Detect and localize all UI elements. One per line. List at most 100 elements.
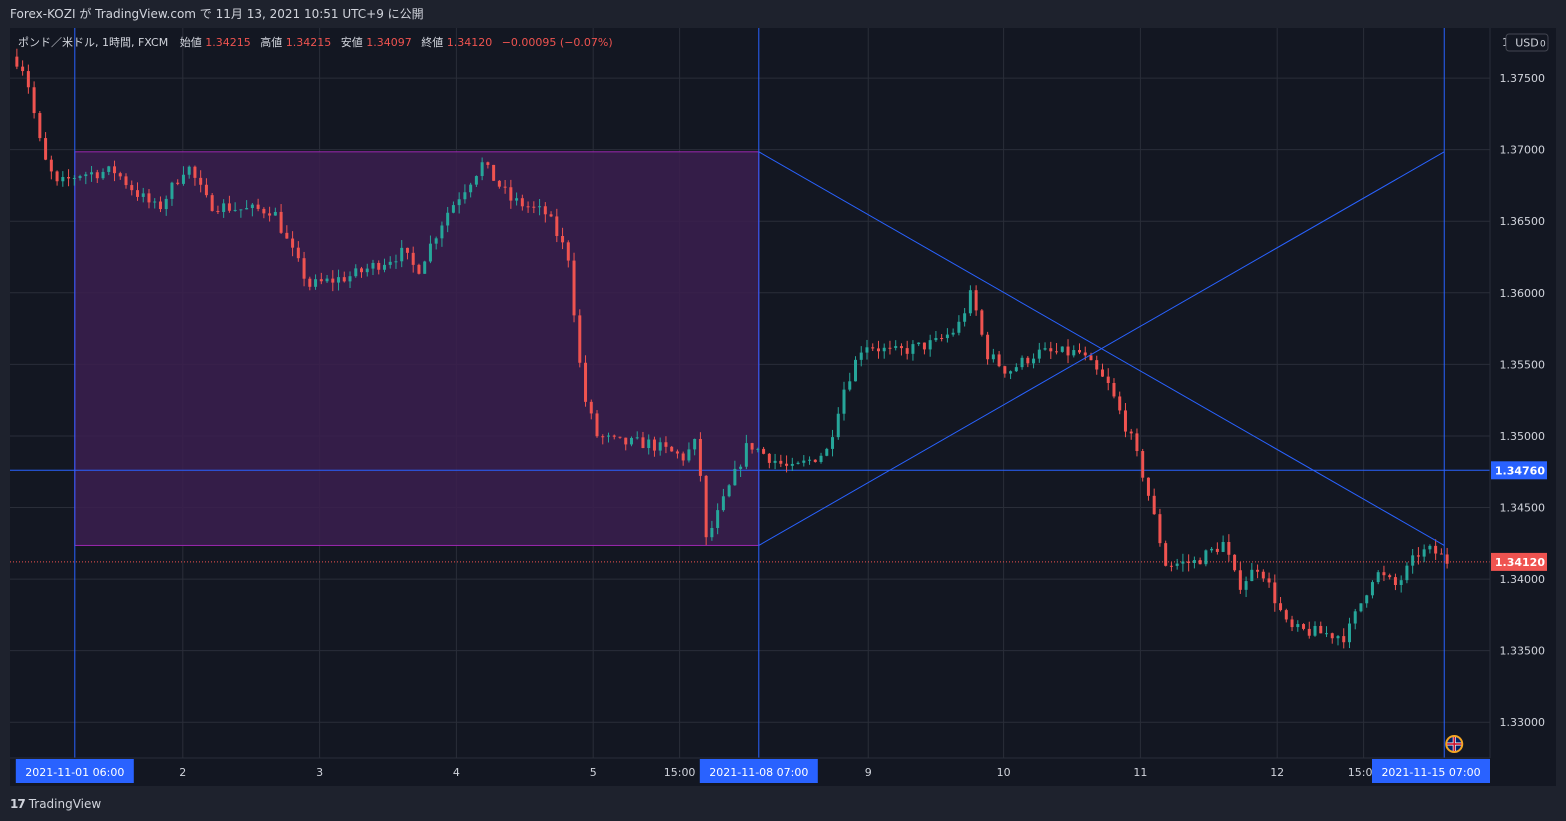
- candle-body: [922, 342, 926, 350]
- candle-body: [1003, 366, 1007, 374]
- price-chart[interactable]: 1.33000 1.33500 1.34000 1.34500 1.35000 1.355…: [10, 28, 1556, 786]
- candle-body: [750, 443, 754, 450]
- publish-text: Forex-KOZI が TradingView.com で 11月 13, 2…: [10, 7, 424, 21]
- candle-body: [1416, 555, 1420, 557]
- candle-body: [1037, 349, 1041, 359]
- candle-body: [296, 247, 300, 259]
- candle-body: [1313, 625, 1317, 636]
- candle-body: [1078, 350, 1082, 353]
- candle-body: [1376, 572, 1380, 583]
- candle-body: [1026, 357, 1030, 364]
- candle-body: [486, 162, 490, 165]
- time-axis[interactable]: 2 3 4 5 15:00 9 10 11 12 15:00 2021-11-01 06:00 202…: [15, 759, 1490, 783]
- candle-body: [371, 262, 375, 269]
- candle-body: [670, 446, 674, 452]
- candle-body: [716, 510, 720, 528]
- candle-body: [469, 184, 473, 193]
- candle-body: [354, 268, 358, 277]
- candle-body: [532, 206, 536, 208]
- candle-body: [1014, 367, 1018, 372]
- candle-body: [1428, 545, 1432, 550]
- candle-body: [853, 359, 857, 382]
- candle-body: [451, 205, 455, 213]
- legend-symbol: ポンド／米ドル, 1時間, FXCM: [18, 36, 168, 49]
- candle-body: [733, 468, 737, 486]
- candle-body: [1032, 358, 1036, 364]
- price-tick-label: 1.33000: [1500, 716, 1546, 729]
- candle-body: [629, 437, 633, 445]
- vertical-lines[interactable]: [74, 28, 1445, 758]
- candle-body: [802, 460, 806, 463]
- candle-body: [664, 442, 668, 447]
- candle-body: [681, 453, 685, 461]
- candle-body: [1307, 628, 1311, 636]
- candle-body: [825, 448, 829, 456]
- candle-body: [153, 201, 157, 203]
- time-tick-label: 10: [997, 766, 1011, 779]
- candle-body: [561, 236, 565, 243]
- candle-body: [78, 176, 82, 179]
- candle-body: [233, 209, 237, 211]
- candle-body: [1129, 431, 1133, 434]
- time-highlight-label: 2021-11-01 06:00: [25, 766, 124, 779]
- trend-lines[interactable]: [758, 151, 1445, 546]
- candle-body: [1370, 582, 1374, 596]
- currency-button[interactable]: USD 0: [1505, 33, 1549, 52]
- footer-brand[interactable]: TradingView: [28, 796, 102, 811]
- candle-body: [1353, 611, 1357, 624]
- candle-body: [279, 211, 283, 233]
- candle-body: [1382, 572, 1386, 576]
- candle-body: [1221, 542, 1225, 552]
- time-tick-label: 4: [453, 766, 460, 779]
- candle-body: [423, 261, 427, 274]
- candle-body: [1267, 578, 1271, 583]
- candle-body: [135, 190, 139, 197]
- candle-body: [417, 264, 421, 274]
- candle-body: [945, 334, 949, 339]
- candle-body: [21, 66, 25, 72]
- tradingview-logo-icon[interactable]: 17: [10, 796, 26, 811]
- candles: [15, 48, 1449, 649]
- candle-body: [394, 261, 398, 263]
- candle-body: [1296, 624, 1300, 628]
- currency-label[interactable]: USD: [1515, 37, 1539, 50]
- price-axis-bg: [1490, 28, 1556, 786]
- candle-body: [1089, 355, 1093, 361]
- candle-body: [974, 290, 978, 311]
- candle-body: [882, 347, 886, 352]
- price-axis[interactable]: 1.33000 1.33500 1.34000 1.34500 1.35000 1.355…: [1491, 36, 1547, 729]
- candle-body: [865, 347, 869, 353]
- price-tick-label: 1.37000: [1500, 144, 1546, 157]
- candle-body: [601, 436, 605, 438]
- candle-body: [538, 206, 542, 208]
- candle-body: [779, 460, 783, 464]
- candle-body: [55, 171, 59, 182]
- candle-body: [72, 178, 76, 180]
- candle-body: [888, 347, 892, 349]
- horizontal-line-price-label: 1.34760: [1495, 464, 1545, 477]
- candle-body: [767, 453, 771, 463]
- chart-area[interactable]: 1.33000 1.33500 1.34000 1.34500 1.35000 1.355…: [10, 28, 1556, 786]
- candle-body: [44, 138, 48, 160]
- candle-body: [1187, 561, 1191, 563]
- candle-body: [463, 192, 467, 200]
- range-box[interactable]: [74, 151, 760, 546]
- legend-low-value: 1.34097: [366, 36, 412, 49]
- candle-body: [831, 437, 835, 449]
- price-tick-label: 1.34500: [1500, 502, 1546, 515]
- candle-body: [641, 437, 645, 449]
- candle-body: [204, 184, 208, 196]
- candle-body: [744, 443, 748, 467]
- candle-body: [1273, 582, 1277, 604]
- candle-body: [365, 268, 369, 273]
- candle-body: [1342, 636, 1346, 643]
- candle-body: [325, 278, 329, 282]
- candle-body: [38, 113, 42, 139]
- candle-body: [1261, 571, 1265, 579]
- candle-body: [118, 173, 122, 177]
- candle-body: [314, 279, 318, 287]
- uk-flag-icon[interactable]: [1445, 735, 1464, 753]
- candle-body: [819, 455, 823, 462]
- candle-body: [164, 198, 168, 210]
- candle-body: [928, 340, 932, 350]
